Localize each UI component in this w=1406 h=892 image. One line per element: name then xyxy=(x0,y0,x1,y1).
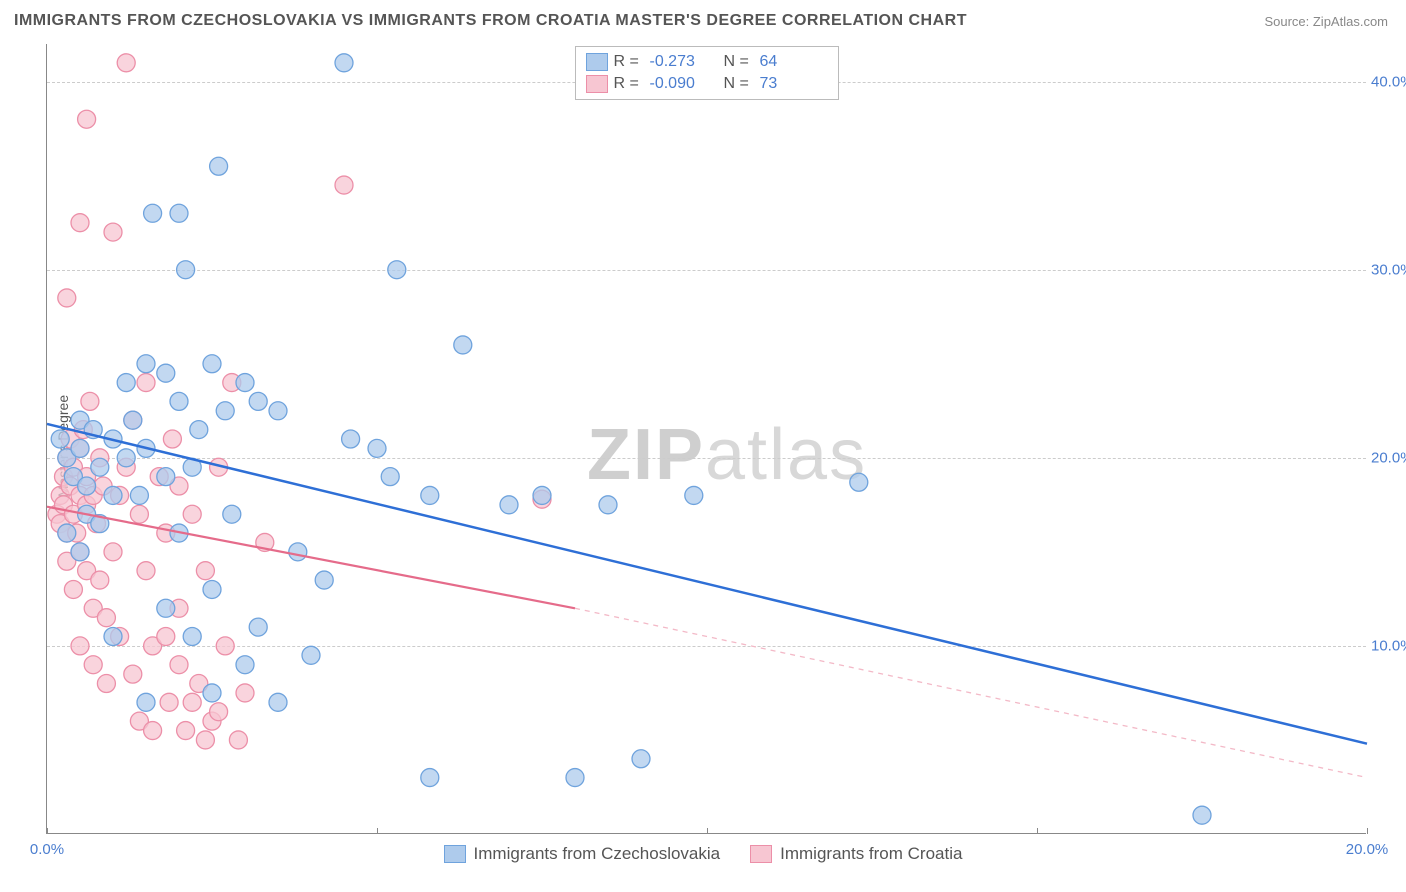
source-label: Source: ZipAtlas.com xyxy=(1264,14,1388,29)
chart-title: IMMIGRANTS FROM CZECHOSLOVAKIA VS IMMIGR… xyxy=(14,12,967,30)
legend-correlation: R = -0.273 N = 64 R = -0.090 N = 73 xyxy=(575,46,839,100)
y-tick-label: 10.0% xyxy=(1371,637,1406,654)
y-tick-label: 40.0% xyxy=(1371,73,1406,90)
n-value-a: 64 xyxy=(760,53,828,71)
y-tick-label: 20.0% xyxy=(1371,449,1406,466)
swatch-series-a xyxy=(444,845,466,863)
n-value-b: 73 xyxy=(760,75,828,93)
r-value-a: -0.273 xyxy=(650,53,718,71)
chart-svg xyxy=(47,44,1367,834)
r-label: R = xyxy=(614,53,644,71)
series-b-label: Immigrants from Croatia xyxy=(780,844,962,864)
series-a-label: Immigrants from Czechoslovakia xyxy=(474,844,721,864)
legend-item-b: Immigrants from Croatia xyxy=(750,844,962,864)
legend-row-a: R = -0.273 N = 64 xyxy=(586,51,828,73)
legend-row-b: R = -0.090 N = 73 xyxy=(586,73,828,95)
legend-item-a: Immigrants from Czechoslovakia xyxy=(444,844,721,864)
swatch-series-b xyxy=(586,75,608,93)
y-tick-label: 30.0% xyxy=(1371,261,1406,278)
r-value-b: -0.090 xyxy=(650,75,718,93)
plot-area: ZIPatlas 10.0%20.0%30.0%40.0% 0.0%20.0% … xyxy=(46,44,1366,834)
r-label: R = xyxy=(614,75,644,93)
n-label: N = xyxy=(724,75,754,93)
swatch-series-a xyxy=(586,53,608,71)
legend-series: Immigrants from Czechoslovakia Immigrant… xyxy=(0,844,1406,864)
swatch-series-b xyxy=(750,845,772,863)
n-label: N = xyxy=(724,53,754,71)
